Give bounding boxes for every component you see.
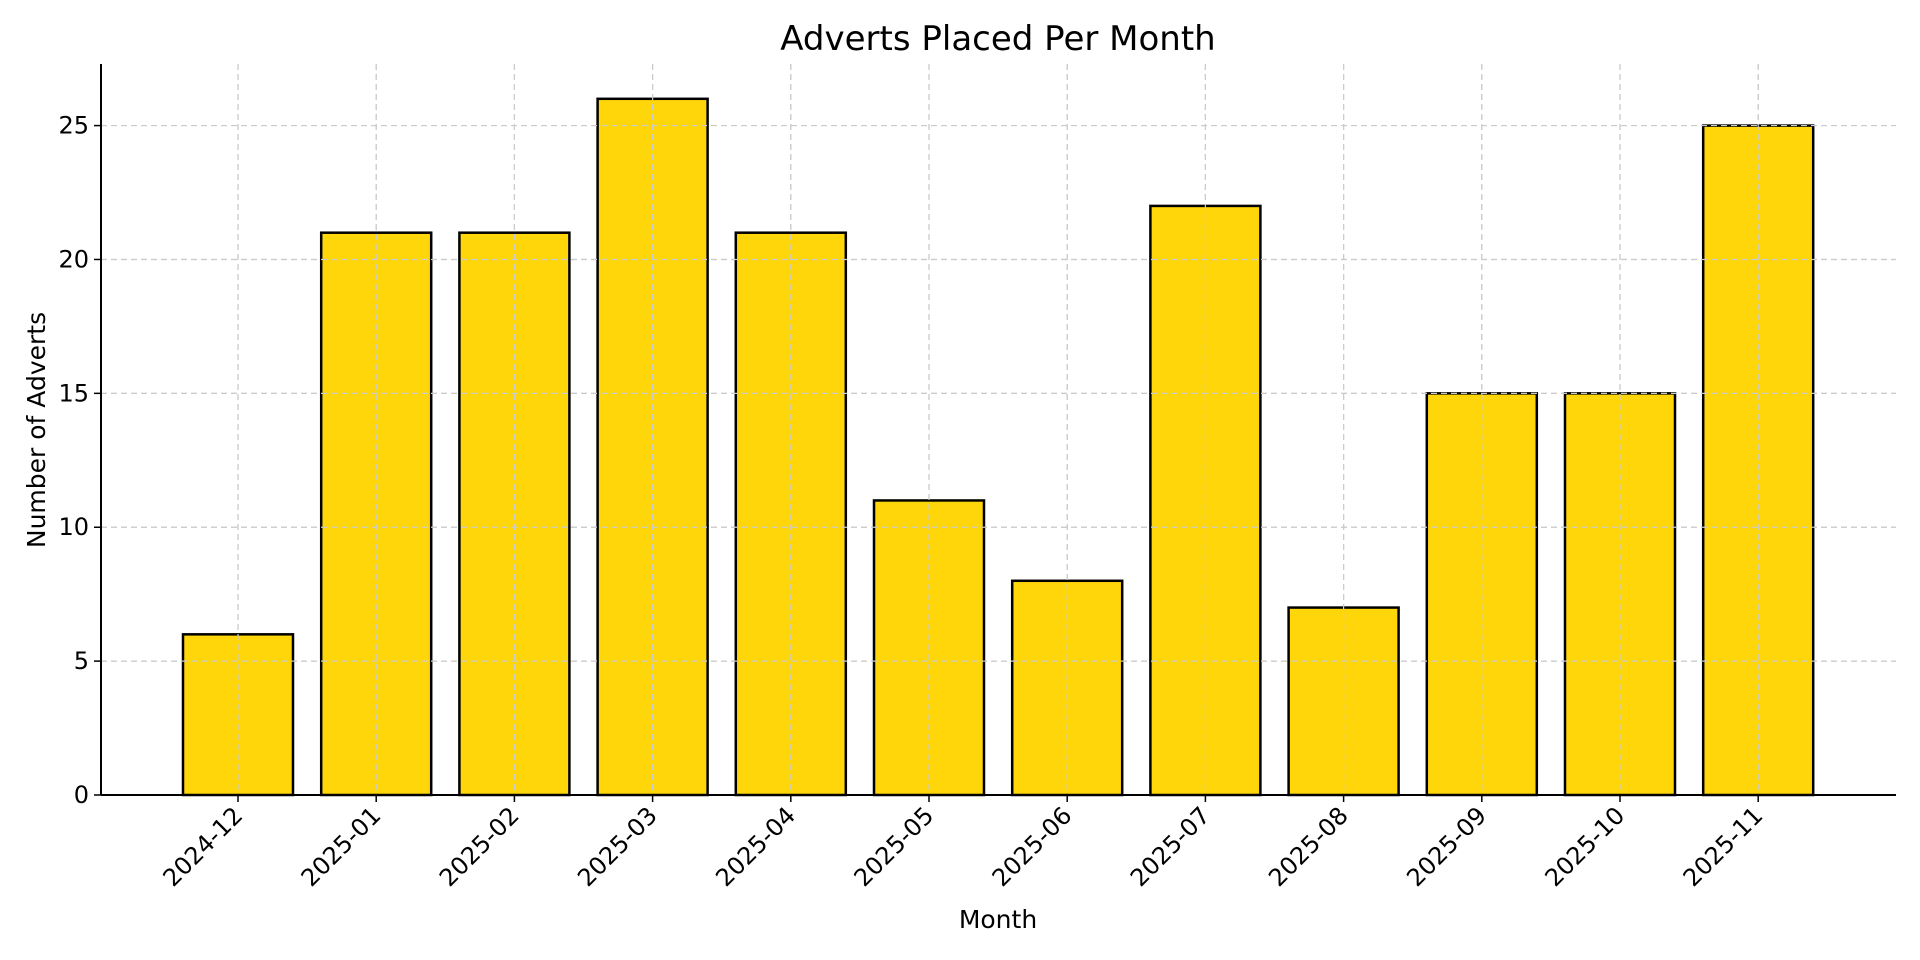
x-tick-label: 2025-06 <box>987 801 1078 892</box>
x-tick-label: 2025-11 <box>1678 801 1769 892</box>
axes-layer <box>100 64 1896 796</box>
y-tick-label: 0 <box>74 781 89 809</box>
grid-overlay <box>101 64 1896 795</box>
x-tick-label: 2025-02 <box>434 801 525 892</box>
x-tick-label: 2025-07 <box>1125 801 1216 892</box>
x-tick-label: 2024-12 <box>158 801 249 892</box>
bars-layer <box>181 97 1815 797</box>
x-tick-label: 2025-08 <box>1263 801 1354 892</box>
x-tick-label: 2025-05 <box>849 801 940 892</box>
x-tick-label: 2025-10 <box>1540 801 1631 892</box>
x-tick-label: 2025-03 <box>572 801 663 892</box>
y-axis-ticks: 0 5 10 15 20 25 <box>58 112 101 809</box>
y-axis-label: Number of Adverts <box>22 312 51 548</box>
x-tick-label: 2025-04 <box>710 801 801 892</box>
x-axis-label: Month <box>959 905 1037 934</box>
x-tick-label: 2025-01 <box>296 801 387 892</box>
y-tick-label: 10 <box>58 513 89 541</box>
y-tick-label: 15 <box>58 379 89 407</box>
chart-title: Adverts Placed Per Month <box>780 19 1215 59</box>
y-tick-label: 25 <box>58 112 89 140</box>
y-tick-label: 5 <box>74 647 89 675</box>
x-tick-label: 2025-09 <box>1401 801 1492 892</box>
x-axis-ticks: 2024-12 2025-01 2025-02 2025-03 2025-04 2025-… <box>158 795 1769 892</box>
y-tick-label: 20 <box>58 245 89 273</box>
